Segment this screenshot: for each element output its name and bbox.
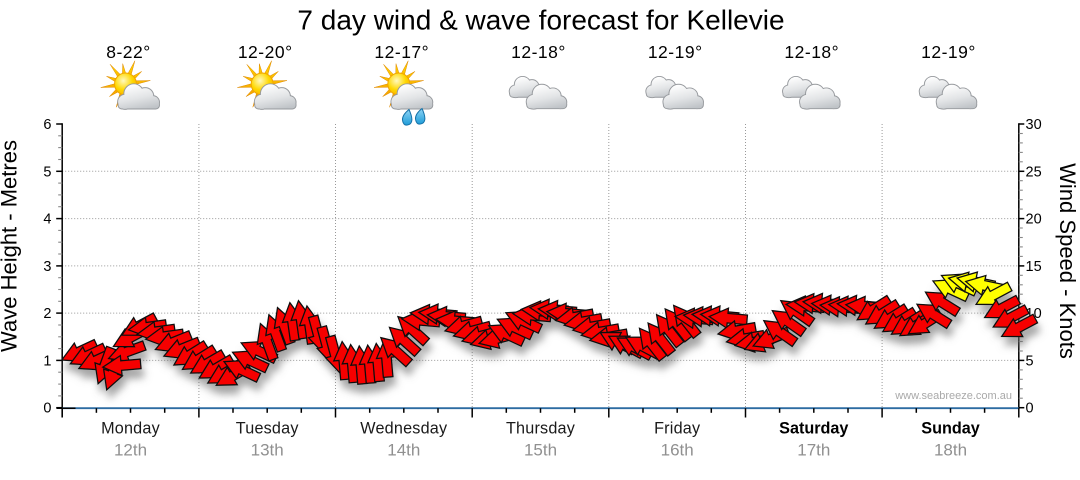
svg-text:16th: 16th bbox=[661, 441, 694, 460]
svg-text:13th: 13th bbox=[251, 441, 284, 460]
svg-text:Saturday: Saturday bbox=[779, 420, 848, 438]
svg-text:12-19°: 12-19° bbox=[921, 42, 976, 62]
svg-text:25: 25 bbox=[1026, 164, 1042, 180]
svg-text:12-18°: 12-18° bbox=[784, 42, 839, 62]
svg-text:14th: 14th bbox=[387, 441, 420, 460]
svg-text:8-22°: 8-22° bbox=[106, 42, 151, 62]
svg-text:12-18°: 12-18° bbox=[511, 42, 566, 62]
svg-text:0: 0 bbox=[43, 401, 51, 417]
svg-text:6: 6 bbox=[43, 117, 51, 133]
svg-text:Thursday: Thursday bbox=[506, 420, 576, 438]
svg-text:Sunday: Sunday bbox=[921, 420, 979, 438]
svg-text:12-20°: 12-20° bbox=[238, 42, 293, 62]
svg-text:4: 4 bbox=[43, 212, 51, 228]
svg-text:Tuesday: Tuesday bbox=[236, 420, 300, 438]
svg-text:7 day wind & wave forecast for: 7 day wind & wave forecast for Kellevie bbox=[297, 5, 784, 36]
svg-text:1: 1 bbox=[43, 353, 51, 369]
svg-text:30: 30 bbox=[1026, 117, 1042, 133]
svg-text:Monday: Monday bbox=[101, 420, 160, 438]
svg-text:12-19°: 12-19° bbox=[648, 42, 703, 62]
svg-text:12-17°: 12-17° bbox=[374, 42, 429, 62]
svg-text:3: 3 bbox=[43, 259, 51, 275]
svg-text:0: 0 bbox=[1026, 401, 1034, 417]
svg-text:5: 5 bbox=[43, 164, 51, 180]
svg-text:5: 5 bbox=[1026, 353, 1034, 369]
svg-text:Wednesday: Wednesday bbox=[360, 420, 448, 438]
svg-text:18th: 18th bbox=[934, 441, 967, 460]
svg-text:12th: 12th bbox=[114, 441, 147, 460]
svg-text:Wind Speed - Knots: Wind Speed - Knots bbox=[1055, 163, 1080, 359]
svg-text:20: 20 bbox=[1026, 212, 1042, 228]
svg-text:15: 15 bbox=[1026, 259, 1042, 275]
svg-text:Friday: Friday bbox=[654, 420, 701, 438]
svg-text:www.seabreeze.com.au: www.seabreeze.com.au bbox=[894, 390, 1012, 402]
svg-text:17th: 17th bbox=[797, 441, 830, 460]
svg-text:15th: 15th bbox=[524, 441, 557, 460]
svg-text:Wave Height - Metres: Wave Height - Metres bbox=[0, 140, 22, 352]
svg-text:2: 2 bbox=[43, 306, 51, 322]
